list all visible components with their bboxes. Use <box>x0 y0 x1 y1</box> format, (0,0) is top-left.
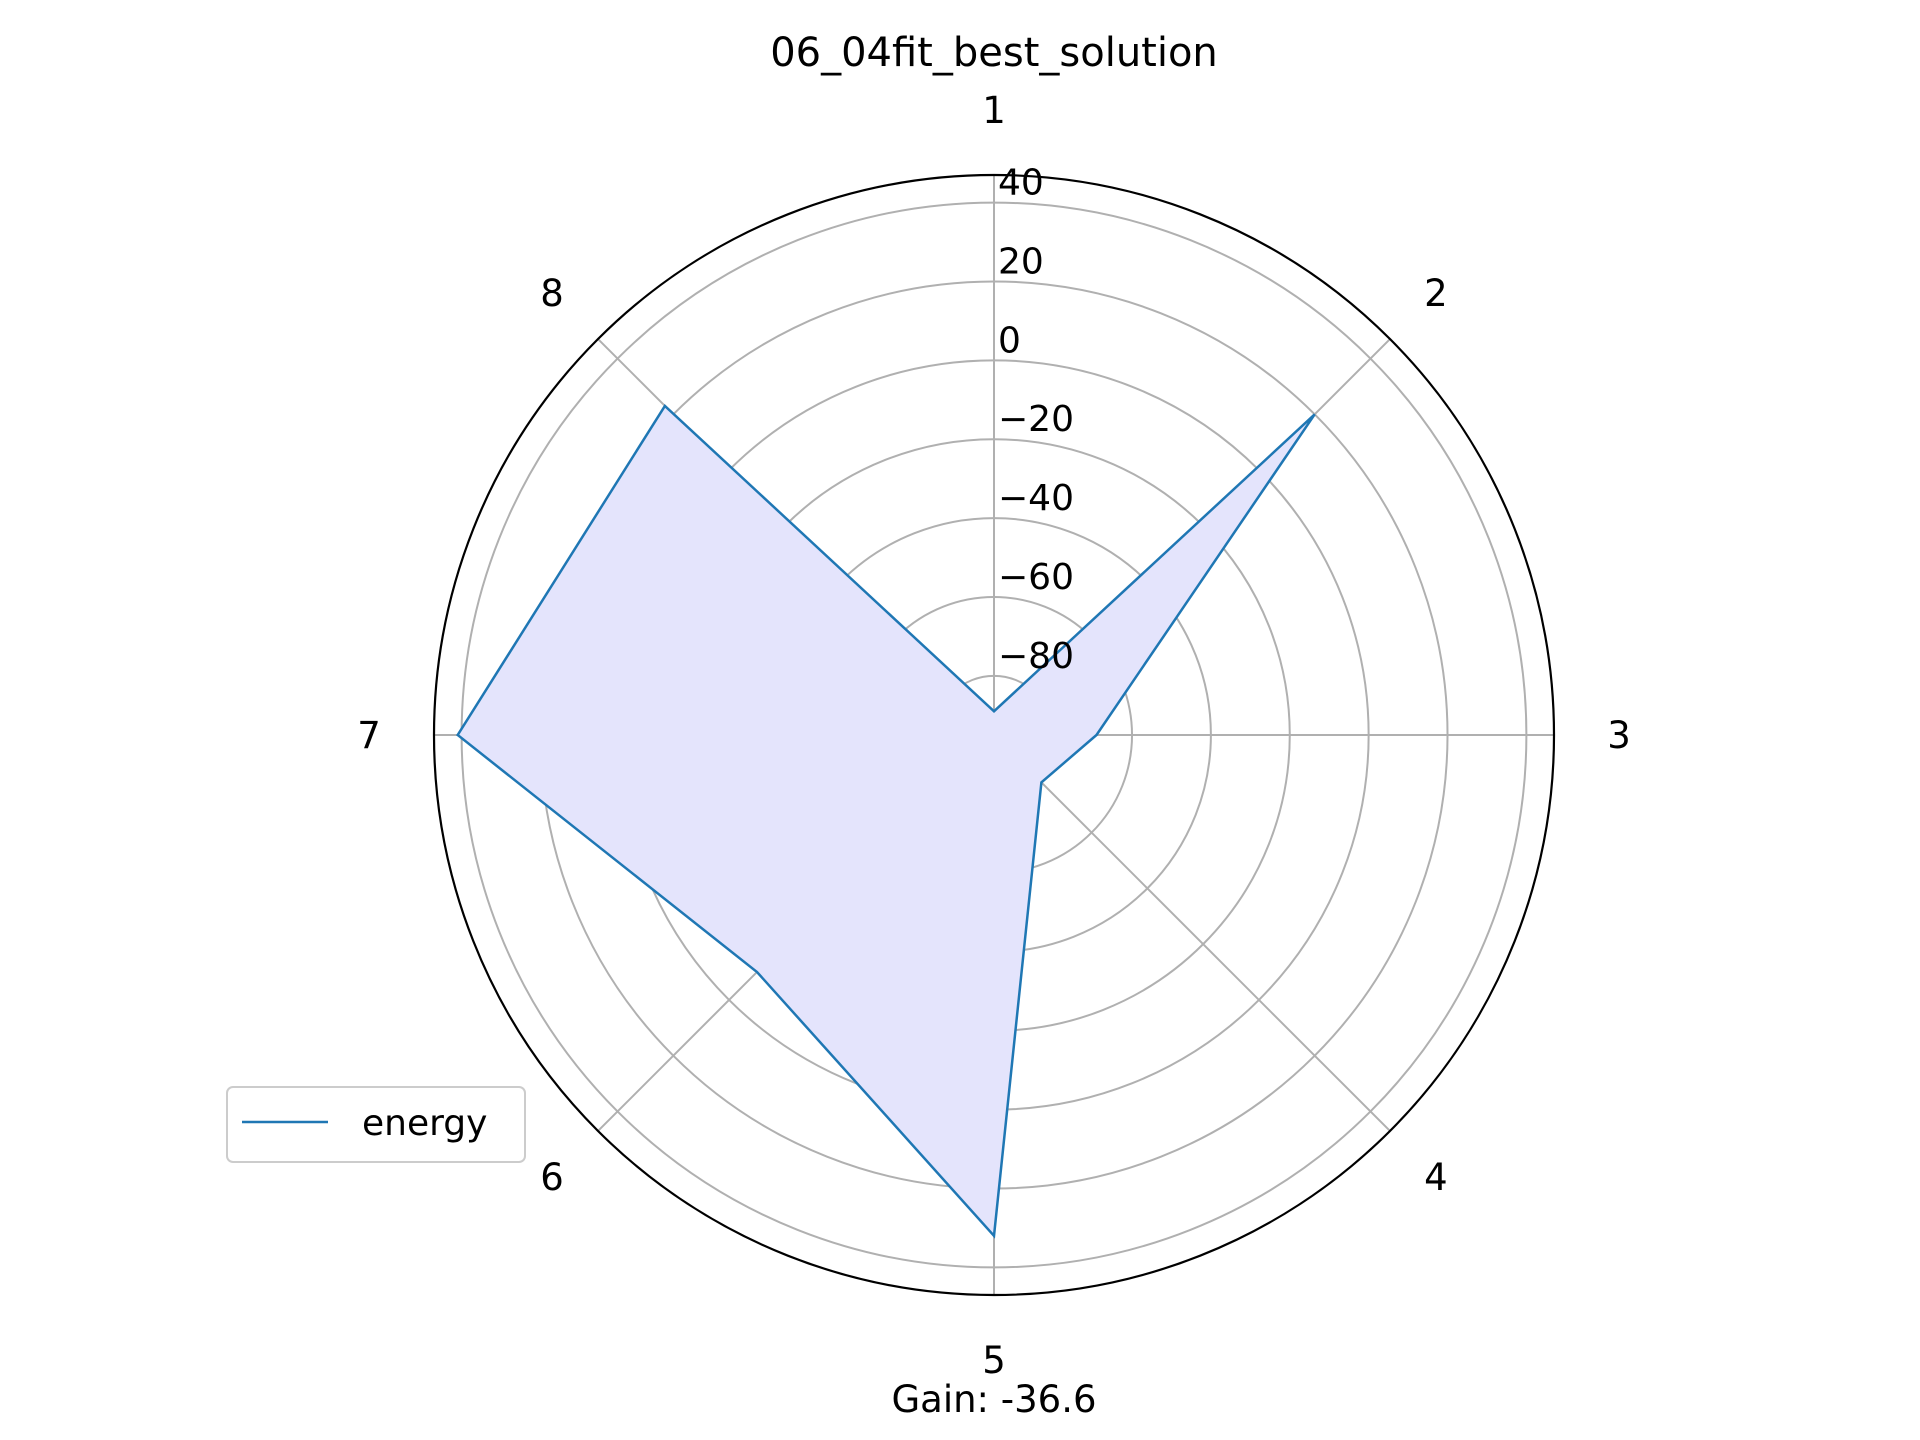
r-tick-label: 0 <box>998 320 1021 361</box>
category-label-2: 2 <box>1424 272 1448 315</box>
category-label-1: 1 <box>982 89 1006 132</box>
category-label-8: 8 <box>540 272 564 315</box>
legend-box <box>226 1086 526 1163</box>
r-tick-label: −80 <box>998 636 1074 677</box>
category-label-3: 3 <box>1607 714 1631 757</box>
series-layer <box>456 403 1316 1239</box>
legend-label-energy: energy <box>362 1103 487 1144</box>
category-label-6: 6 <box>540 1156 564 1199</box>
gain-annotation: Gain: -36.6 <box>891 1378 1096 1421</box>
chart-title: 06_04fit_best_solution <box>770 30 1218 76</box>
category-label-7: 7 <box>357 714 381 757</box>
r-tick-label: 20 <box>998 241 1044 282</box>
category-label-5: 5 <box>982 1339 1006 1382</box>
polar-frame <box>432 173 1556 1297</box>
r-tick-label: −60 <box>998 557 1074 598</box>
legend: energy <box>226 1086 526 1163</box>
category-labels: 1 2 3 4 5 6 7 8 <box>357 89 1631 1382</box>
category-label-4: 4 <box>1424 1156 1448 1199</box>
r-tick-label: −20 <box>998 399 1074 440</box>
r-tick-label: −40 <box>998 478 1074 519</box>
grid-spoke <box>993 734 1391 1132</box>
r-tick-label: 40 <box>998 163 1044 204</box>
r-tick-labels: −80 −60 −40 −20 0 20 40 <box>998 163 1074 677</box>
